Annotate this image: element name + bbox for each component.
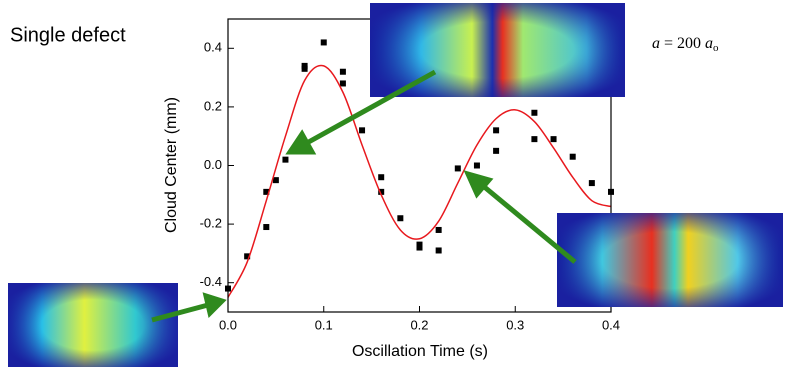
y-tick-label: 0.2 xyxy=(204,98,222,113)
data-point xyxy=(397,215,404,222)
data-point xyxy=(359,127,366,134)
fit-line xyxy=(227,64,612,298)
data-point xyxy=(320,39,327,46)
annotation-unit: a xyxy=(705,35,713,52)
arrows xyxy=(151,69,577,323)
y-tick-label: 0.0 xyxy=(204,157,222,172)
data-point xyxy=(454,165,461,172)
y-tick-label: -0.2 xyxy=(200,216,222,231)
data-point xyxy=(339,80,346,87)
inset-shade xyxy=(557,213,783,307)
data-point xyxy=(435,226,442,233)
arrow-head xyxy=(202,292,227,318)
inset-shade xyxy=(8,283,178,367)
arrow-head xyxy=(463,170,494,199)
data-point xyxy=(272,177,279,184)
data-point xyxy=(473,162,480,169)
data-point xyxy=(282,156,289,163)
x-tick-label: 0.4 xyxy=(602,317,620,332)
x-tick-label: 0.3 xyxy=(506,317,524,332)
annotation: a = 200 ao xyxy=(652,35,719,54)
data-point xyxy=(531,136,538,143)
chart-title: Single defect xyxy=(10,24,126,46)
x-tick-label: 0.1 xyxy=(315,317,333,332)
x-tick-label: 0.2 xyxy=(410,317,428,332)
data-point xyxy=(339,68,346,75)
y-tick-label: -0.4 xyxy=(200,274,222,289)
y-axis-label: Cloud Center (mm) xyxy=(163,97,180,233)
inset-images xyxy=(8,3,783,367)
plot-area: 0.0 0.1 0.2 0.3 0.4 -0.4 -0.2 0.0 0.2 0.4 xyxy=(200,18,620,332)
y-tick-label: 0.4 xyxy=(204,40,222,55)
data-point xyxy=(301,65,308,72)
data-point xyxy=(493,147,500,154)
arrow xyxy=(480,183,577,264)
inset-shade xyxy=(370,3,625,97)
annotation-equals: = 200 xyxy=(664,35,701,52)
data-point xyxy=(378,174,385,181)
data-point xyxy=(569,153,576,160)
data-point xyxy=(531,109,538,116)
arrow xyxy=(303,69,437,147)
x-tick-label: 0.0 xyxy=(219,317,237,332)
arrow-head xyxy=(285,129,317,155)
data-point xyxy=(378,188,385,195)
x-axis-label: Oscillation Time (s) xyxy=(352,343,488,360)
annotation-subscript: o xyxy=(713,42,719,54)
data-point xyxy=(588,180,595,187)
data-point xyxy=(493,127,500,134)
data-point xyxy=(263,224,270,231)
arrow xyxy=(151,302,209,323)
data-point xyxy=(244,253,251,260)
data-point xyxy=(416,244,423,251)
data-point xyxy=(435,247,442,254)
data-point xyxy=(263,188,270,195)
data-point xyxy=(550,136,557,143)
annotation-symbol: a xyxy=(652,35,660,52)
